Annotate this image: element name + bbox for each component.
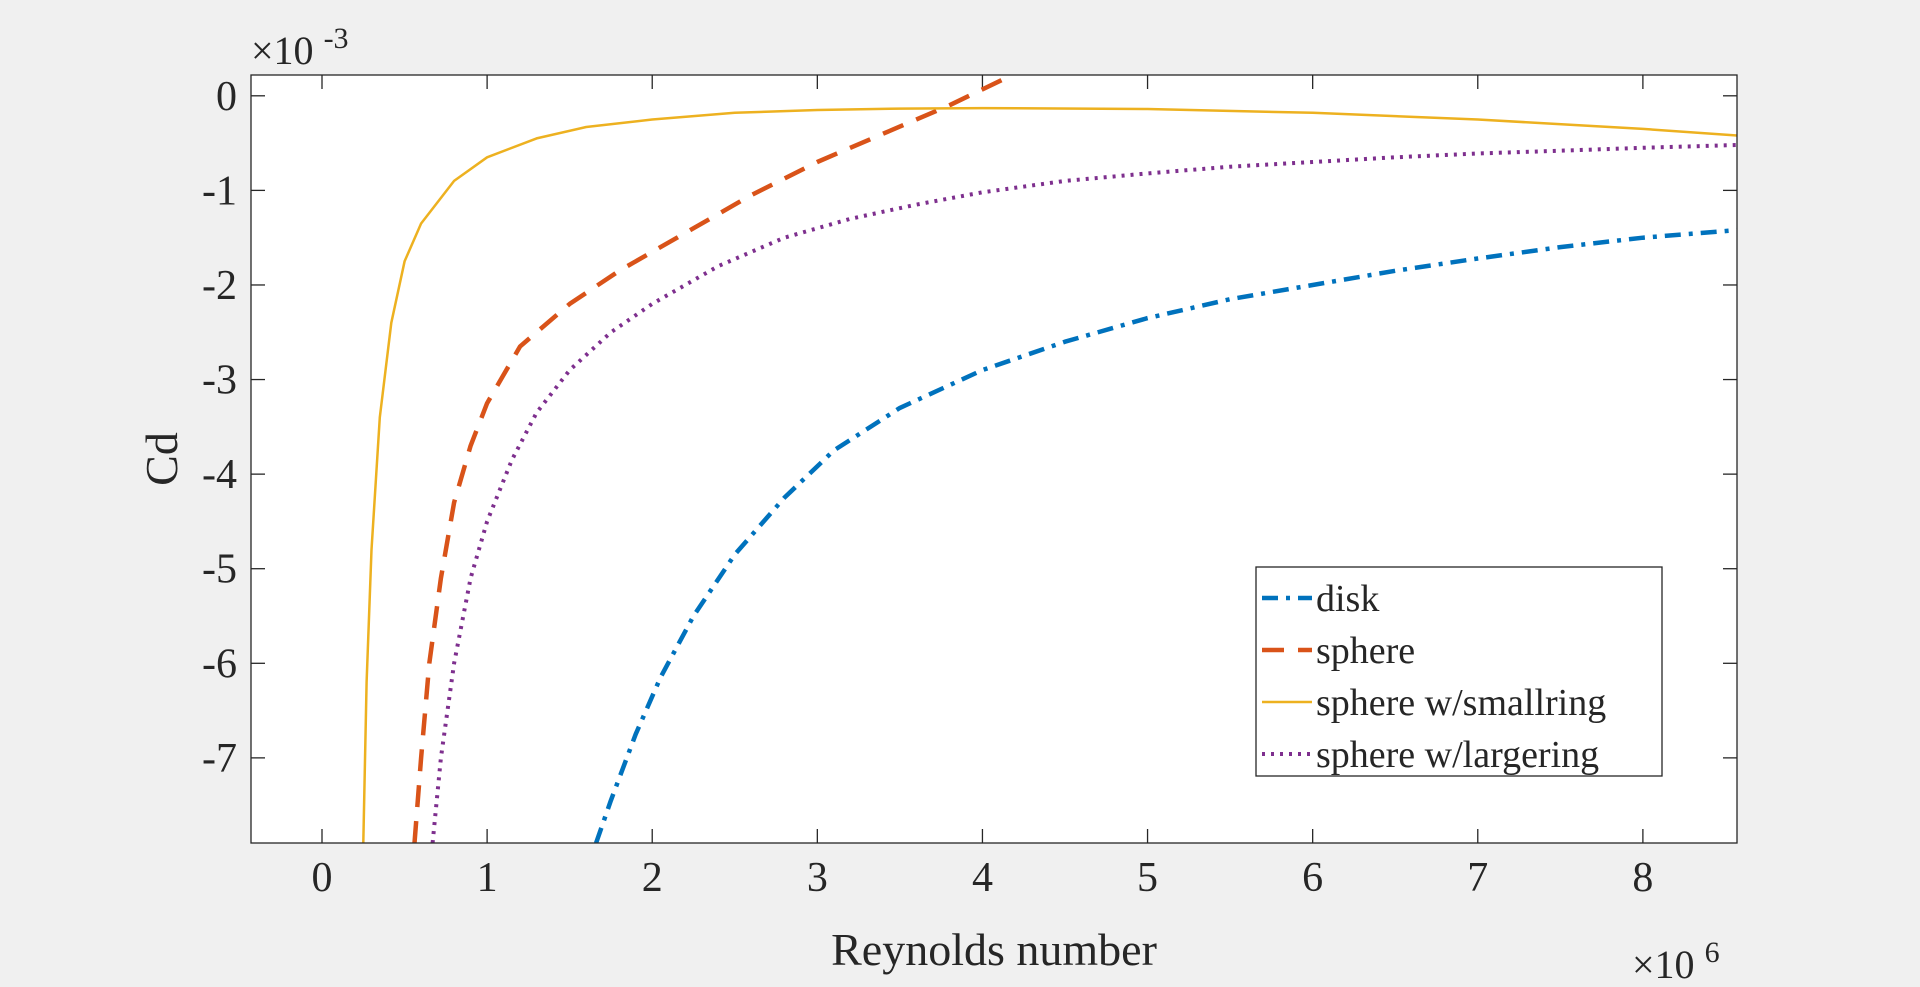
legend-box	[1255, 566, 1663, 777]
y-tick-label-2: -2	[202, 263, 237, 309]
y-tick-label-6: -6	[202, 641, 237, 687]
x-tick-label-7: 7	[1467, 855, 1488, 901]
series-line-sphere	[412, 75, 1014, 843]
x-tick-label-3: 3	[807, 855, 828, 901]
y-tick-label-1: -1	[202, 168, 237, 214]
legend-label-1: sphere	[1316, 630, 1415, 672]
y-axis-label: Cd	[136, 432, 187, 486]
x-multiplier: ×10 6	[1632, 936, 1720, 987]
y-tick-label-3: -3	[202, 358, 237, 404]
legend-label-2: sphere w/smallring	[1316, 682, 1606, 724]
x-tick-label-6: 6	[1302, 855, 1323, 901]
axis-ticks: 0 1 2 3 4 5 6 7 8 0 -1 -2 -3 -4 -5 -6 -7	[202, 74, 1737, 901]
y-tick-label-4: -4	[202, 452, 237, 498]
plot-frame	[250, 74, 1738, 844]
x-axis-label: Reynolds number	[831, 924, 1157, 975]
legend-label-3: sphere w/largering	[1316, 734, 1599, 776]
legend-label-0: disk	[1316, 578, 1379, 620]
y-multiplier-exp: -3	[324, 22, 349, 55]
x-tick-label-1: 1	[477, 855, 498, 901]
series-line-sphere-w-largering	[430, 143, 1737, 843]
y-multiplier-base: ×10	[251, 28, 314, 73]
x-tick-label-0: 0	[311, 855, 332, 901]
x-multiplier-exp: 6	[1705, 936, 1720, 969]
series-line-disk	[593, 227, 1737, 843]
series-line-sphere-w-smallring	[362, 106, 1737, 843]
x-tick-label-5: 5	[1137, 855, 1158, 901]
y-tick-label-0: 0	[216, 74, 237, 120]
x-tick-label-4: 4	[972, 855, 993, 901]
x-tick-label-8: 8	[1632, 855, 1653, 901]
x-tick-label-2: 2	[642, 855, 663, 901]
series-layer	[362, 75, 1737, 843]
y-tick-label-7: -7	[202, 736, 237, 782]
x-multiplier-base: ×10	[1632, 942, 1695, 987]
y-tick-label-5: -5	[202, 547, 237, 593]
y-multiplier: ×10 -3	[251, 22, 349, 73]
legend: disk sphere sphere w/smallring sphere w/lar…	[1255, 566, 1663, 777]
